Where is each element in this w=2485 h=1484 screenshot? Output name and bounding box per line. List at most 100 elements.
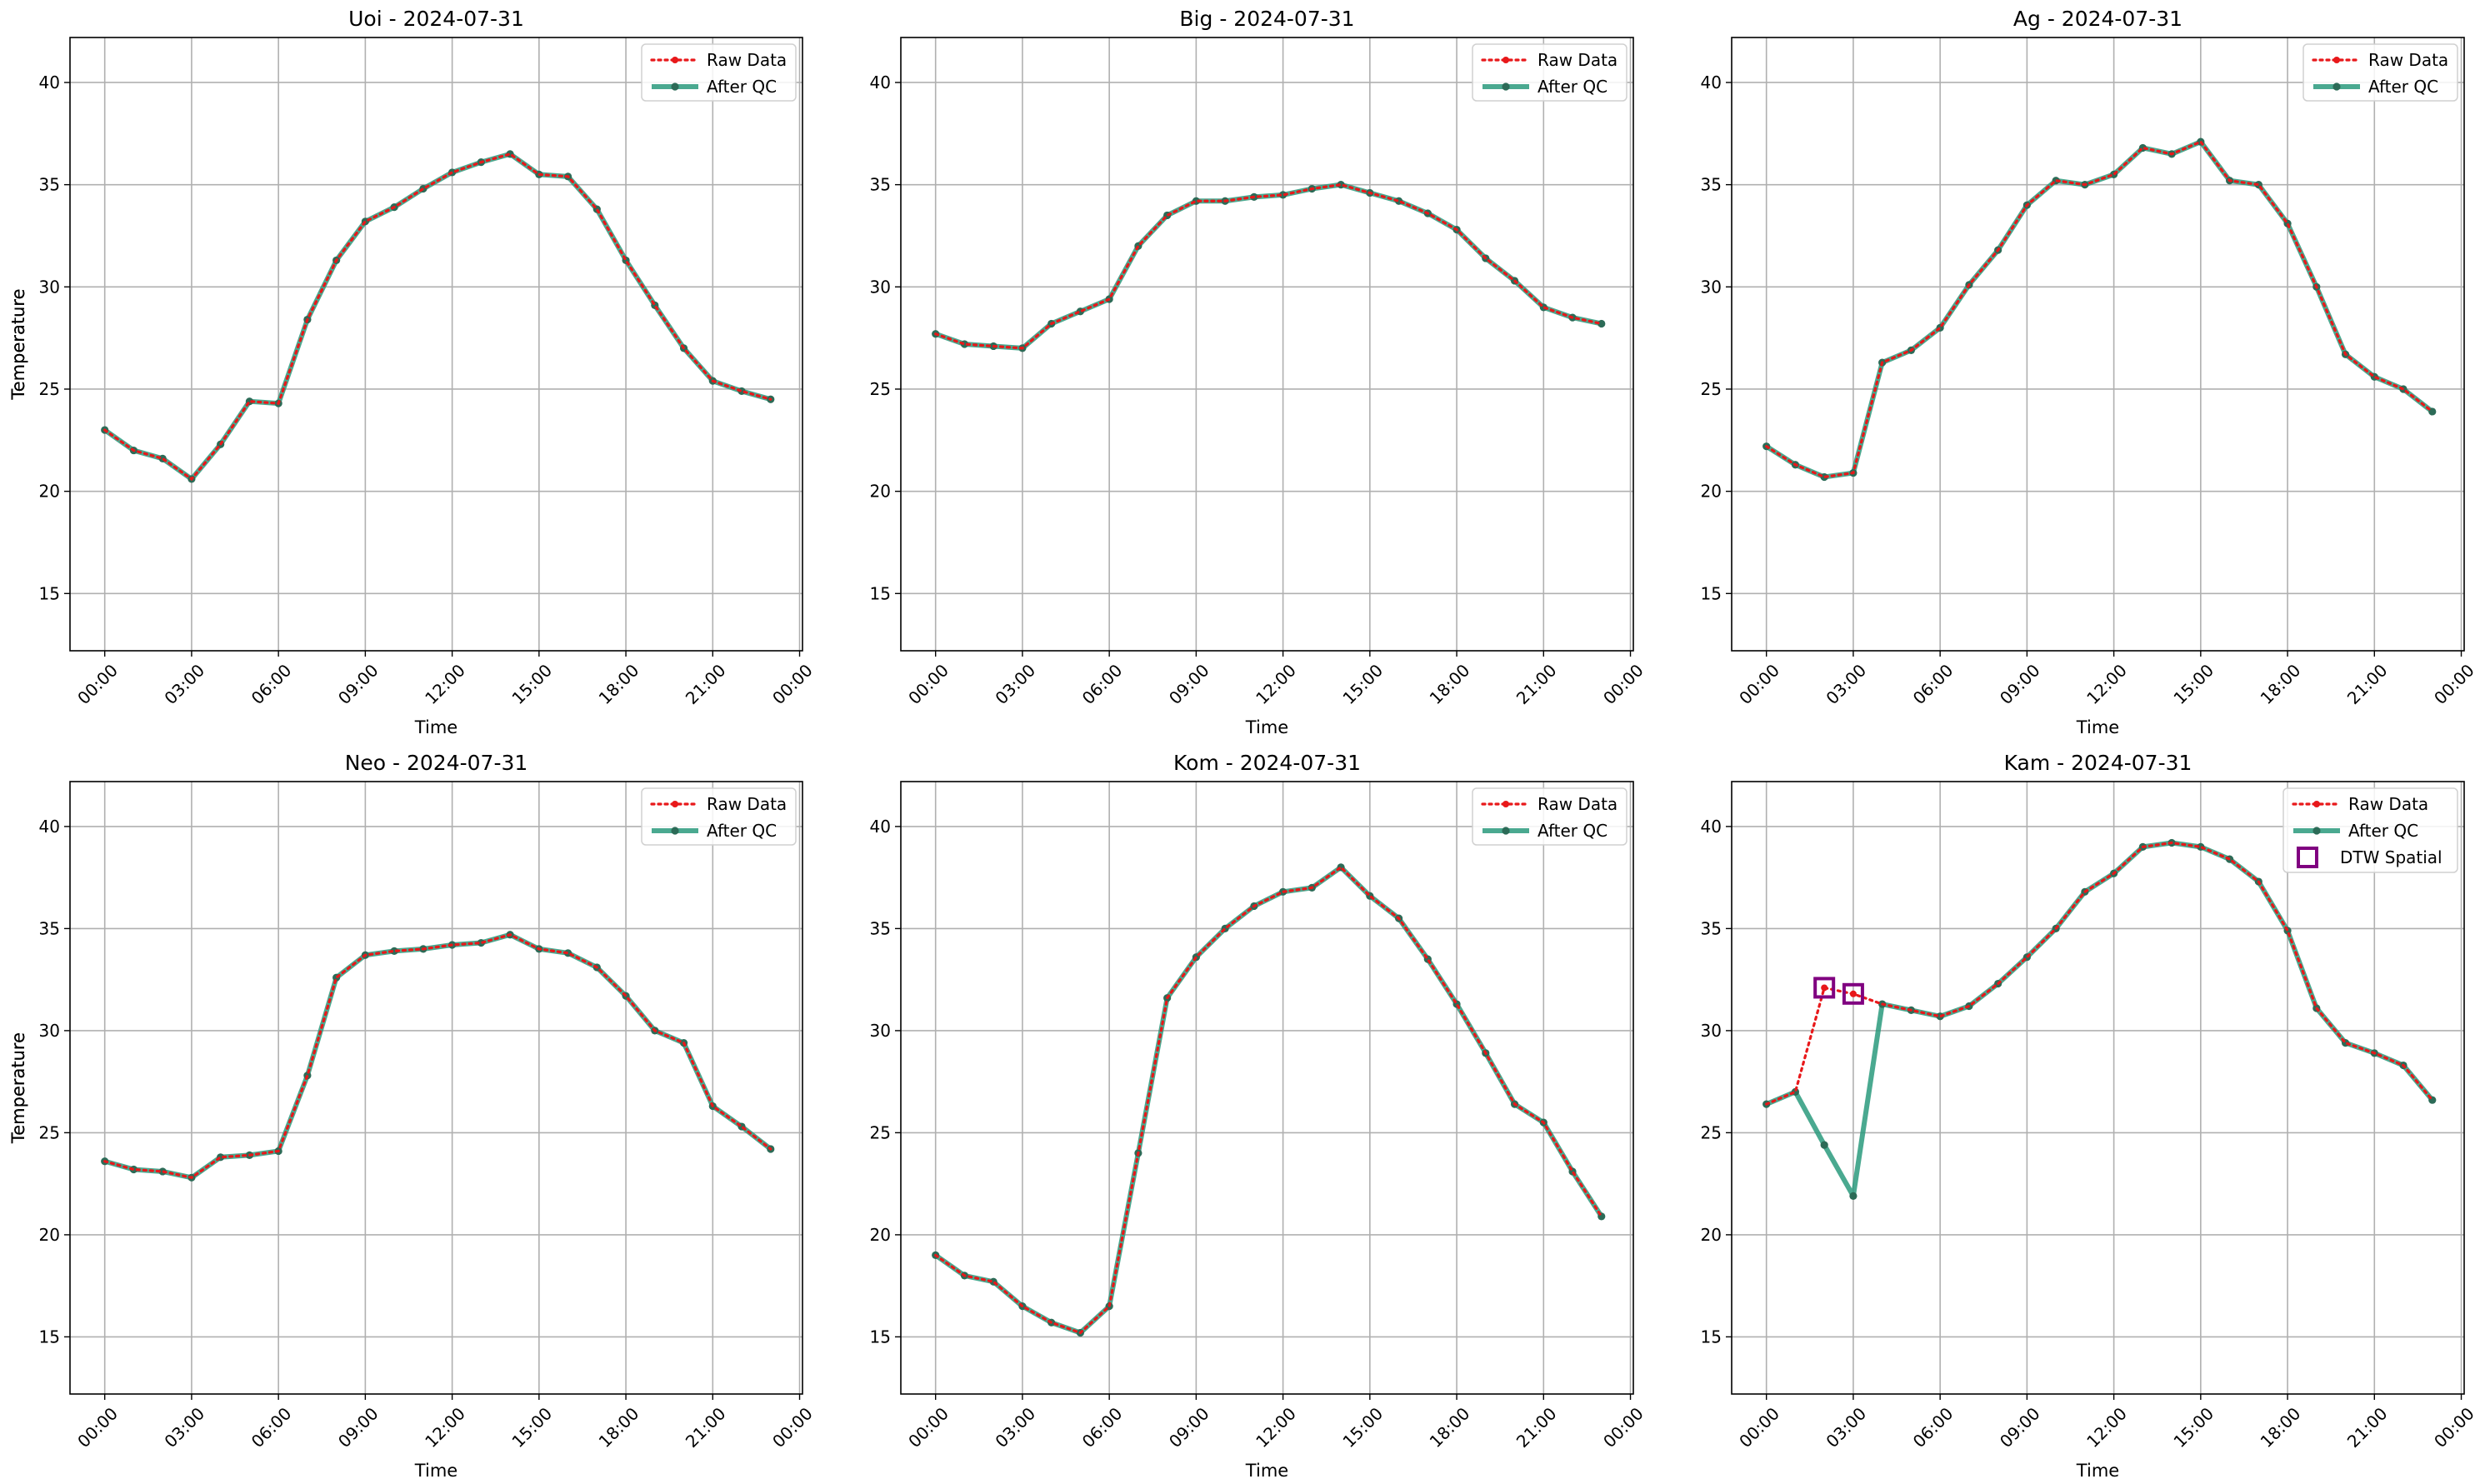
- x-tick-label: 09:00: [1996, 1403, 2044, 1452]
- panel-5: 00:00 03:00 06:00 09:00 12:00 15:00 18:00 21:00…: [8, 751, 1648, 1481]
- x-tick-label: 18:00: [1426, 1403, 1474, 1452]
- y-tick-label: 35: [870, 175, 891, 195]
- x-axis-label: Time: [2076, 1461, 2119, 1481]
- x-tick-label: 09:00: [334, 660, 382, 708]
- x-tick-label: 00:00: [904, 1403, 952, 1452]
- y-tick-label: 15: [1701, 583, 1722, 603]
- chart-title: Neo - 2024-07-31: [345, 751, 528, 775]
- y-axis-label: Temperature: [8, 288, 28, 400]
- y-tick-label: 25: [870, 379, 891, 399]
- legend-qc-label: After QC: [707, 821, 777, 841]
- x-tick-label: 06:00: [1078, 1403, 1127, 1452]
- y-tick-label: 25: [870, 1122, 891, 1142]
- y-tick-label: 20: [39, 1225, 60, 1245]
- x-tick-label: 09:00: [334, 1403, 382, 1452]
- y-tick-label: 20: [1701, 482, 1722, 502]
- x-tick-label: 03:00: [991, 1403, 1039, 1452]
- y-tick-label: 35: [39, 175, 60, 195]
- x-tick-label: 12:00: [1252, 1403, 1300, 1452]
- legend-raw-marker: [672, 57, 678, 63]
- y-tick-label: 15: [39, 583, 60, 603]
- y-tick-label: 35: [1701, 918, 1722, 938]
- x-tick-label: 00:00: [1599, 1403, 1648, 1452]
- legend-raw-marker: [2313, 801, 2320, 807]
- y-tick-label: 30: [870, 277, 891, 297]
- x-axis-label: Time: [414, 1461, 458, 1481]
- chart-title: Kam - 2024-07-31: [2004, 751, 2192, 775]
- y-tick-label: 35: [1701, 175, 1722, 195]
- x-tick-label: 00:00: [73, 1403, 122, 1452]
- y-axis-label: Temperature: [8, 1032, 28, 1144]
- legend-qc-marker: [1502, 82, 1510, 91]
- x-axis-label: Time: [2076, 717, 2119, 737]
- y-tick-label: 40: [870, 72, 891, 92]
- legend-qc-label: After QC: [707, 77, 777, 97]
- y-tick-label: 20: [870, 482, 891, 502]
- y-tick-label: 15: [870, 1327, 891, 1347]
- chart-title: Uoi - 2024-07-31: [348, 7, 524, 31]
- x-tick-label: 06:00: [1909, 1403, 1958, 1452]
- x-tick-label: 21:00: [1512, 660, 1561, 708]
- legend-raw-label: Raw Data: [1538, 50, 1618, 70]
- x-tick-label: 00:00: [73, 660, 122, 708]
- legend-qc-marker: [671, 827, 679, 835]
- x-tick-label: 15:00: [2169, 660, 2218, 708]
- series-after-qc-line: [102, 932, 773, 1181]
- y-axis-label: Temperature: [8, 1032, 28, 1144]
- y-tick-label: 40: [870, 817, 891, 837]
- x-tick-label: 06:00: [1078, 660, 1127, 708]
- series-raw-data-line: [1765, 140, 2434, 479]
- after-qc-point: [1598, 319, 1606, 328]
- panel-1: 00:00 03:00 06:00 09:00 12:00 15:00 18:00 21:00…: [8, 7, 817, 737]
- panel-2: 00:00 03:00 06:00 09:00 12:00 15:00 18:00 21:00…: [8, 7, 1648, 737]
- x-tick-label: 15:00: [508, 660, 556, 708]
- legend-dtw-label: DTW Spatial: [2340, 847, 2442, 867]
- after-qc-point: [2428, 407, 2437, 416]
- panel-4: 00:00 03:00 06:00 09:00 12:00 15:00 18:00 21:00…: [8, 751, 817, 1481]
- legend-qc-label: After QC: [2348, 821, 2418, 841]
- y-axis-label: Temperature: [8, 1032, 28, 1144]
- after-qc-point: [1849, 1192, 1858, 1200]
- legend-raw-label: Raw Data: [707, 50, 787, 70]
- legend-qc-marker: [671, 82, 679, 91]
- panel-6: 00:00 03:00 06:00 09:00 12:00 15:00 18:00 21:00…: [8, 751, 2478, 1481]
- y-tick-label: 15: [1701, 1327, 1722, 1347]
- x-tick-label: 03:00: [160, 1403, 208, 1452]
- legend-qc-marker: [2312, 827, 2321, 835]
- x-tick-label: 00:00: [768, 1403, 817, 1452]
- legend-box: [2282, 787, 2458, 873]
- y-tick-label: 40: [1701, 817, 1722, 837]
- x-axis-label: Time: [1245, 717, 1288, 737]
- legend-qc-label: After QC: [1538, 77, 1608, 97]
- x-tick-label: 09:00: [1165, 1403, 1213, 1452]
- x-tick-label: 03:00: [991, 660, 1039, 708]
- legend-raw-label: Raw Data: [2348, 794, 2428, 814]
- y-tick-label: 35: [39, 918, 60, 938]
- x-tick-label: 21:00: [2343, 660, 2392, 708]
- y-tick-label: 20: [1701, 1225, 1722, 1245]
- axes-frame: [900, 781, 1634, 1395]
- x-tick-label: 03:00: [1822, 1403, 1870, 1452]
- x-tick-label: 00:00: [768, 660, 817, 708]
- x-tick-label: 12:00: [2082, 660, 2131, 708]
- x-axis-label: Time: [414, 717, 458, 737]
- after-qc-point: [390, 947, 398, 955]
- y-tick-label: 25: [1701, 379, 1722, 399]
- after-qc-point: [1820, 1141, 1828, 1149]
- x-tick-label: 18:00: [1426, 660, 1474, 708]
- y-tick-label: 30: [1701, 1021, 1722, 1041]
- x-tick-label: 12:00: [421, 1403, 469, 1452]
- legend-qc-marker: [2332, 82, 2341, 91]
- axes-frame: [900, 37, 1634, 652]
- x-tick-label: 21:00: [682, 660, 730, 708]
- y-tick-label: 30: [870, 1021, 891, 1041]
- x-tick-label: 09:00: [1996, 660, 2044, 708]
- x-tick-label: 12:00: [1252, 660, 1300, 708]
- chart-title: Ag - 2024-07-31: [2013, 7, 2182, 31]
- legend-qc-label: After QC: [1538, 821, 1608, 841]
- y-tick-label: 30: [39, 277, 60, 297]
- x-tick-label: 03:00: [160, 660, 208, 708]
- axes-frame: [1731, 37, 2465, 652]
- panel-3: 00:00 03:00 06:00 09:00 12:00 15:00 18:00 21:00…: [8, 7, 2478, 737]
- chart-title: Kom - 2024-07-31: [1173, 751, 1361, 775]
